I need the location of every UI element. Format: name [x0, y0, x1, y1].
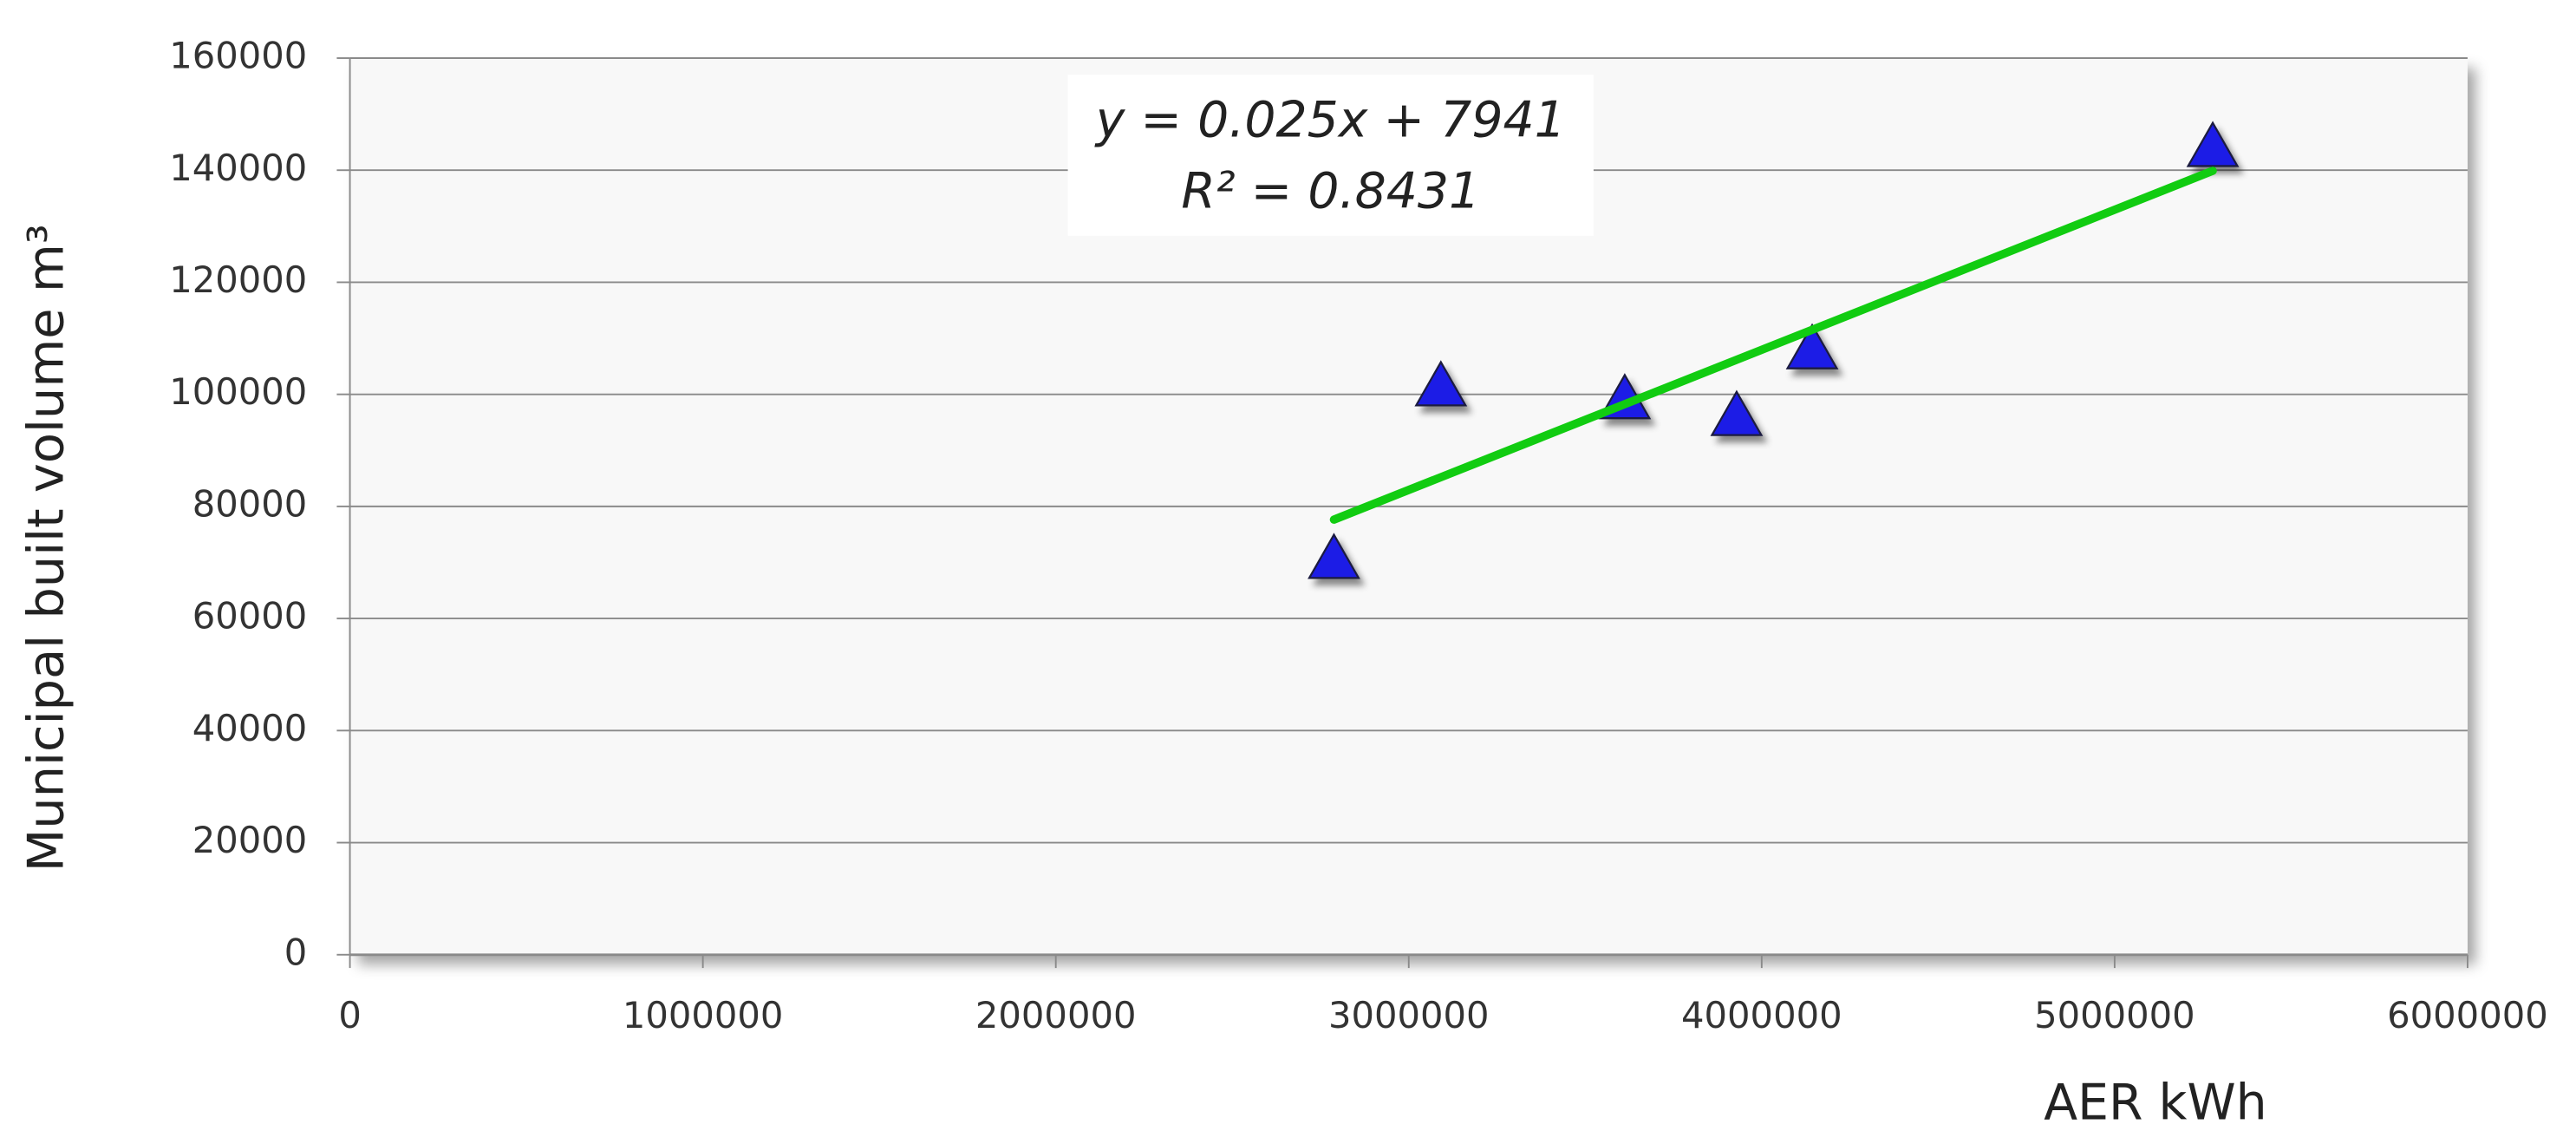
equation: y = 0.025x + 7941 — [1094, 91, 1566, 148]
x-tick-label: 3000000 — [1328, 994, 1490, 1036]
x-tick-label: 4000000 — [1681, 994, 1842, 1036]
data-point — [1785, 323, 1839, 369]
y-tick-label: 100000 — [169, 370, 307, 413]
x-axis-title: AER kWh — [2044, 1074, 2266, 1131]
data-point — [1414, 360, 1468, 407]
data-point — [1308, 533, 1360, 579]
grid: 0 20000 40000 60000 80000 100000 120000 140000 1… — [169, 34, 2548, 1036]
trendline — [1329, 167, 2217, 524]
y-tick-label: 20000 — [192, 819, 308, 861]
y-tick-label: 80000 — [192, 482, 308, 525]
equation-box — [1067, 75, 1594, 236]
y-tick-label: 120000 — [169, 258, 307, 301]
x-tick-label: 6000000 — [2387, 994, 2548, 1036]
x-tick-label: 5000000 — [2034, 994, 2195, 1036]
y-axis-title: Municipal built volume m³ — [18, 224, 75, 872]
marks — [1308, 121, 2240, 579]
data-point — [1710, 389, 1764, 436]
x-tick-label: 2000000 — [975, 994, 1137, 1036]
y-tick-label: 0 — [284, 931, 308, 973]
y-tick-label: 160000 — [169, 34, 307, 76]
y-tick-label: 60000 — [192, 594, 308, 637]
y-tick-label: 140000 — [169, 147, 307, 189]
r-squared: R² = 0.8431 — [1181, 162, 1480, 219]
x-tick-label: 1000000 — [623, 994, 784, 1036]
data-point — [2186, 121, 2240, 167]
x-tick-label: 0 — [338, 994, 362, 1036]
y-tick-label: 40000 — [192, 707, 308, 749]
